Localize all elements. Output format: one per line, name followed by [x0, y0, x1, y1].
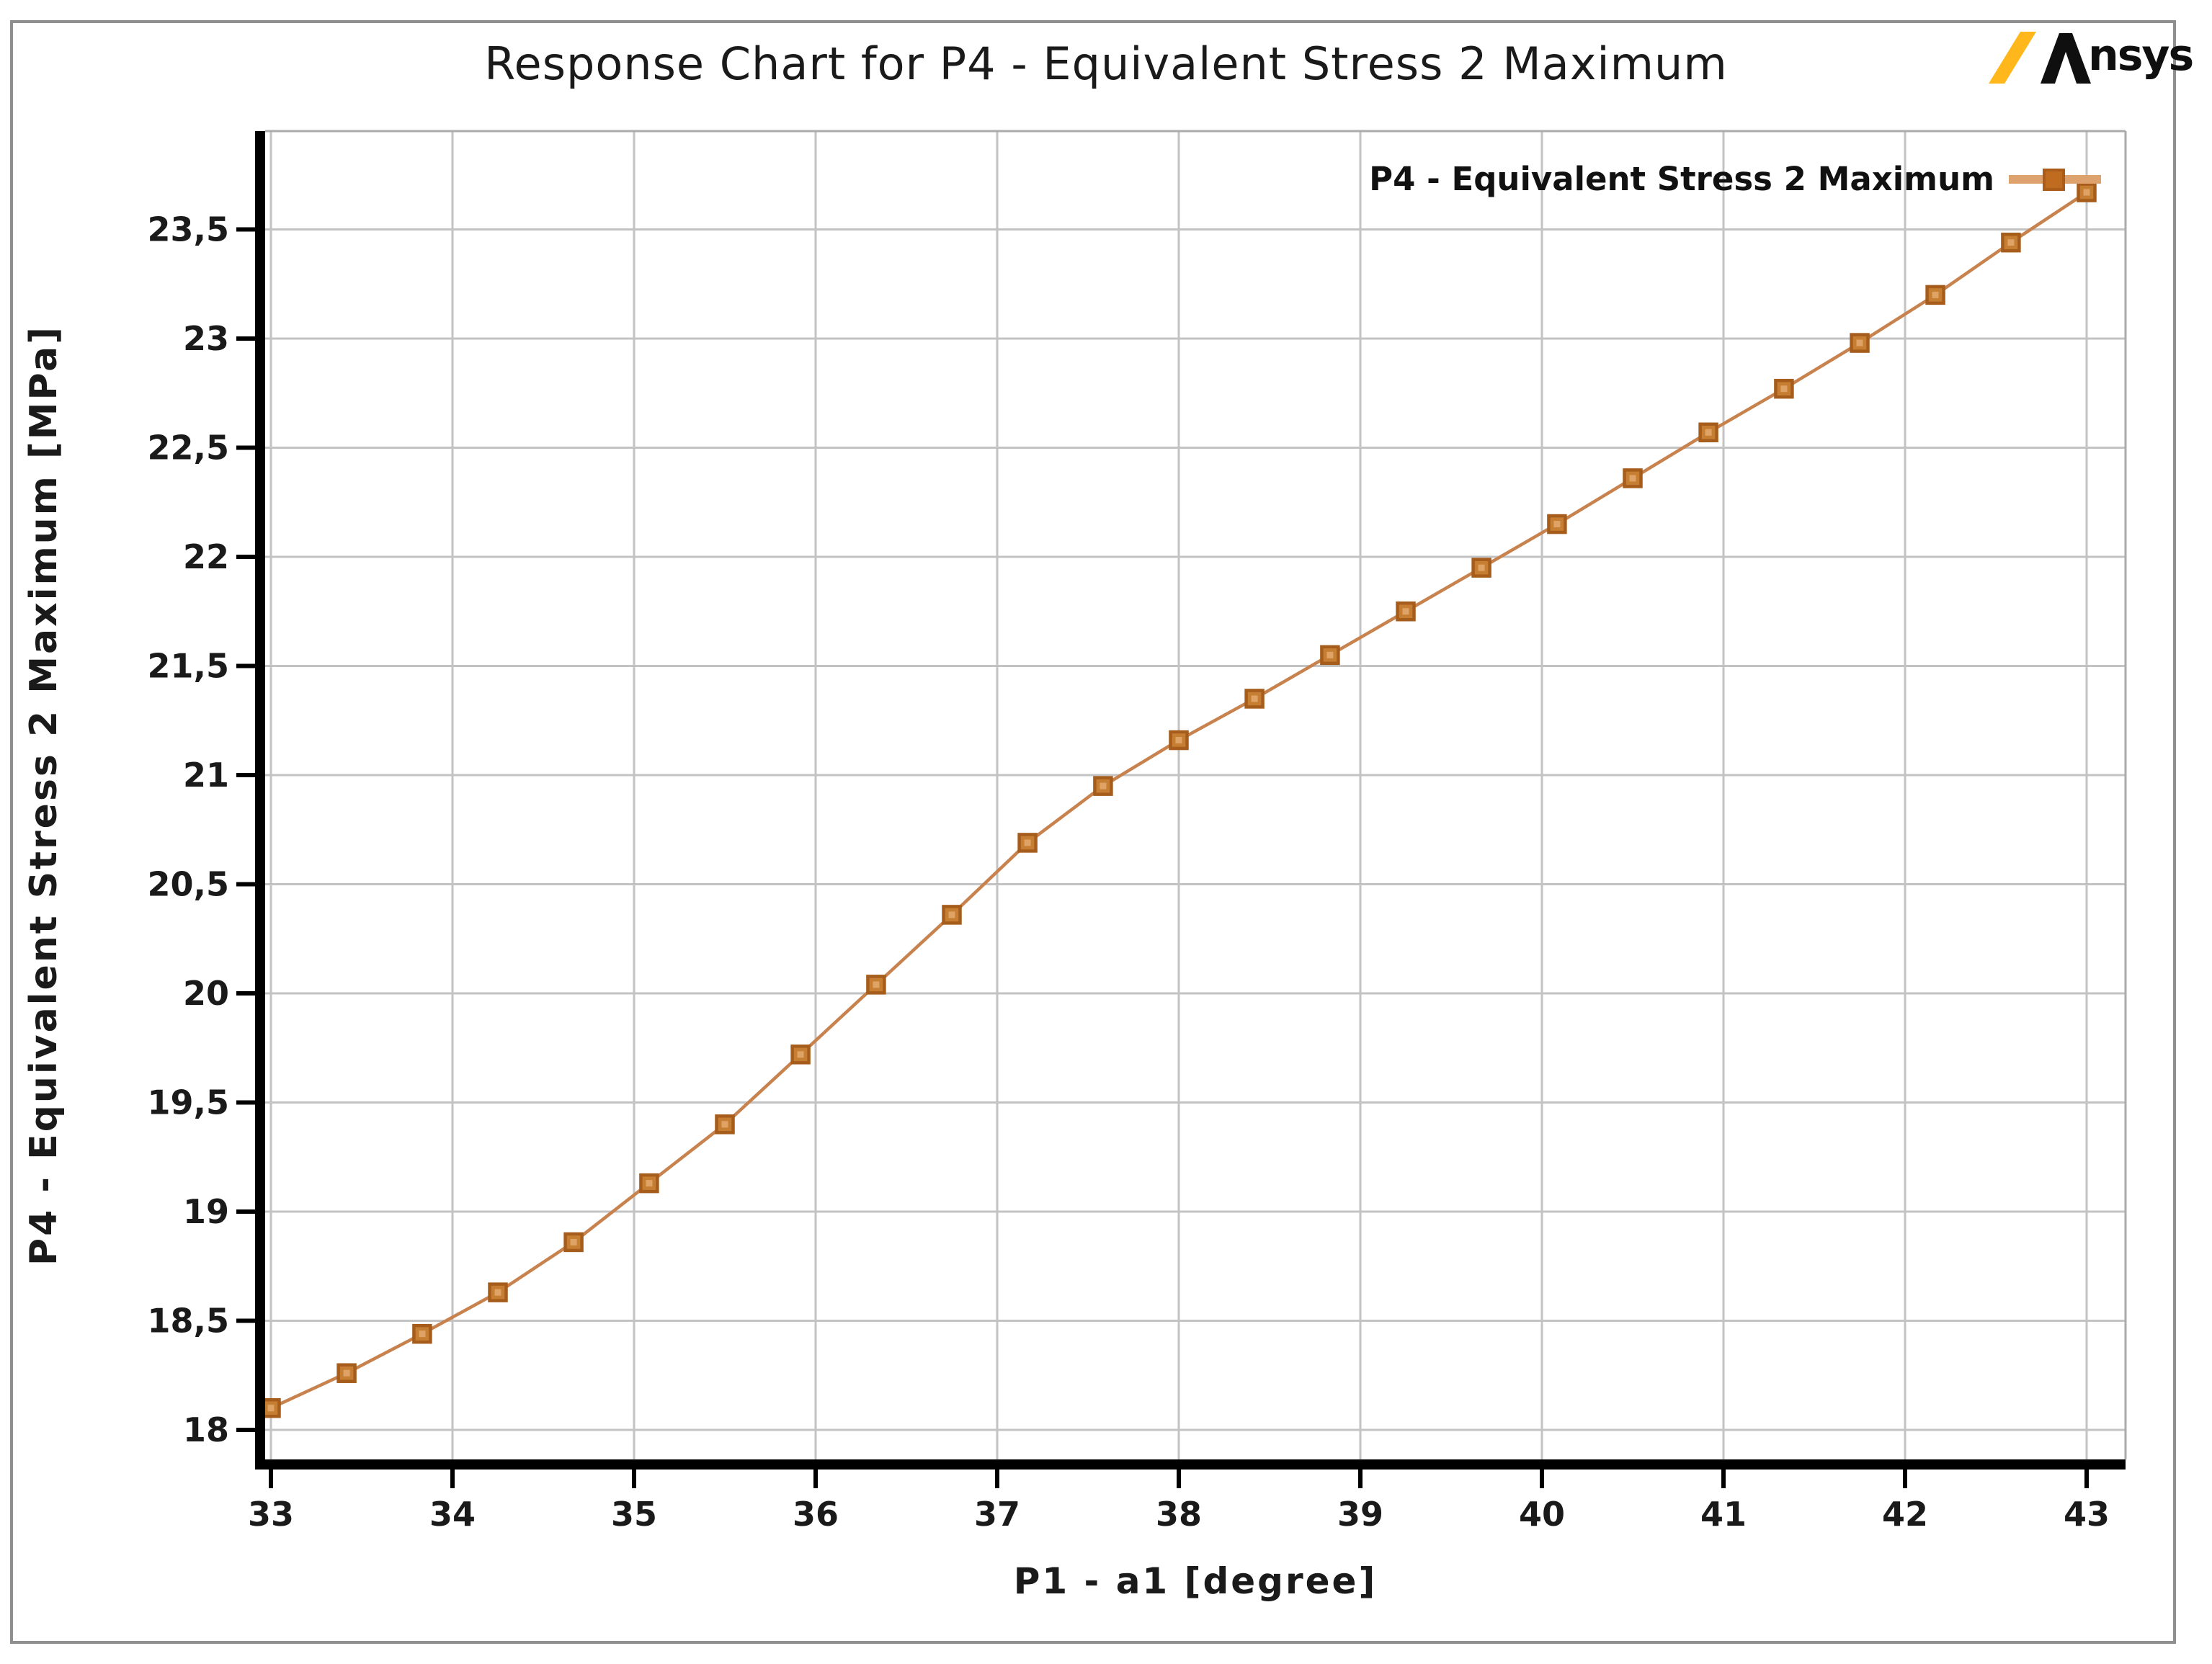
- y-tick: [236, 773, 255, 777]
- ansys-caret-icon: [2041, 33, 2091, 84]
- data-point-marker-highlight: [1175, 737, 1182, 744]
- data-point-marker-highlight: [721, 1121, 728, 1128]
- data-point-marker-highlight: [1402, 608, 1409, 615]
- data-point-marker-highlight: [494, 1289, 501, 1296]
- data-point-marker-highlight: [797, 1051, 804, 1058]
- y-axis-line: [255, 131, 265, 1470]
- y-tick-label: 19,5: [148, 1083, 230, 1122]
- data-point-marker-highlight: [1856, 339, 1863, 346]
- x-tick-label: 37: [974, 1495, 1020, 1534]
- y-tick-label: 21: [183, 756, 229, 795]
- data-point-marker-highlight: [1932, 291, 1939, 298]
- y-tick-label: 18,5: [148, 1302, 230, 1341]
- ansys-logo-mark: [1989, 32, 2091, 84]
- x-tick: [1177, 1470, 1181, 1488]
- data-point-marker-highlight: [948, 911, 955, 918]
- y-tick-label: 22,5: [148, 429, 230, 468]
- data-point-marker-highlight: [2007, 239, 2015, 246]
- data-point-marker-highlight: [1326, 651, 1334, 658]
- data-point-marker-highlight: [343, 1369, 350, 1377]
- x-axis-line: [255, 1459, 2126, 1470]
- data-point-marker-highlight: [1478, 564, 1485, 571]
- x-tick: [813, 1470, 818, 1488]
- legend-sample-marker: [2043, 168, 2065, 191]
- data-point-marker-highlight: [419, 1330, 426, 1338]
- data-point-marker-highlight: [1100, 782, 1107, 789]
- data-point-marker-highlight: [1251, 695, 1258, 702]
- ansys-slash-icon: [1989, 32, 2036, 84]
- y-tick-label: 22: [183, 537, 229, 576]
- data-point-marker-highlight: [267, 1405, 275, 1412]
- y-axis-label: P4 - Equivalent Stress 2 Maximum [MPa]: [22, 325, 66, 1266]
- y-tick: [236, 336, 255, 341]
- x-axis-label: P1 - a1 [degree]: [1014, 1560, 1378, 1602]
- data-point-marker-highlight: [646, 1180, 653, 1187]
- x-tick-label: 33: [248, 1495, 294, 1534]
- x-tick-label: 41: [1700, 1495, 1747, 1534]
- legend-line-sample: [2009, 168, 2101, 191]
- y-tick-label: 23,5: [148, 210, 230, 249]
- window-frame: [10, 20, 2176, 1644]
- x-tick-label: 40: [1519, 1495, 1565, 1534]
- x-tick-label: 39: [1337, 1495, 1383, 1534]
- y-tick-label: 20,5: [148, 865, 230, 904]
- legend-label: P4 - Equivalent Stress 2 Maximum: [1369, 160, 1994, 198]
- data-point-marker-highlight: [1705, 429, 1712, 436]
- chart-title: Response Chart for P4 - Equivalent Stres…: [484, 37, 1728, 90]
- y-tick: [236, 555, 255, 559]
- y-tick: [236, 663, 255, 668]
- y-tick: [236, 1428, 255, 1432]
- data-point-marker-highlight: [2083, 189, 2090, 196]
- x-tick-label: 38: [1156, 1495, 1202, 1534]
- x-tick: [450, 1470, 455, 1488]
- y-tick: [236, 882, 255, 887]
- ansys-logo: nsys: [1986, 29, 2194, 86]
- x-tick: [632, 1470, 636, 1488]
- x-tick-label: 43: [2064, 1495, 2110, 1534]
- y-tick: [236, 1100, 255, 1105]
- y-tick-label: 19: [183, 1192, 229, 1231]
- x-tick: [269, 1470, 273, 1488]
- y-tick-label: 21,5: [148, 647, 230, 686]
- data-point-marker-highlight: [1629, 475, 1636, 482]
- x-tick: [2084, 1470, 2089, 1488]
- data-point-marker-highlight: [873, 981, 880, 988]
- data-point-marker-highlight: [1780, 385, 1788, 393]
- y-tick-label: 18: [183, 1410, 229, 1449]
- data-point-marker-highlight: [1553, 521, 1561, 528]
- y-tick: [236, 227, 255, 232]
- x-tick-label: 42: [1882, 1495, 1928, 1534]
- ansys-logo-text: nsys: [2088, 30, 2194, 81]
- y-tick: [236, 445, 255, 450]
- x-tick: [1358, 1470, 1363, 1488]
- x-tick: [1721, 1470, 1726, 1488]
- y-tick-label: 23: [183, 319, 229, 358]
- legend: P4 - Equivalent Stress 2 Maximum: [1369, 160, 2102, 198]
- y-tick-label: 20: [183, 974, 229, 1013]
- x-tick-label: 35: [611, 1495, 657, 1534]
- y-tick: [236, 1318, 255, 1323]
- x-tick-label: 36: [793, 1495, 839, 1534]
- x-tick: [1540, 1470, 1544, 1488]
- data-point-marker-highlight: [570, 1238, 577, 1245]
- y-tick: [236, 1209, 255, 1214]
- x-tick-label: 34: [429, 1495, 476, 1534]
- data-point-marker-highlight: [1024, 839, 1031, 846]
- x-tick: [995, 1470, 999, 1488]
- x-tick: [1903, 1470, 1907, 1488]
- y-tick: [236, 991, 255, 996]
